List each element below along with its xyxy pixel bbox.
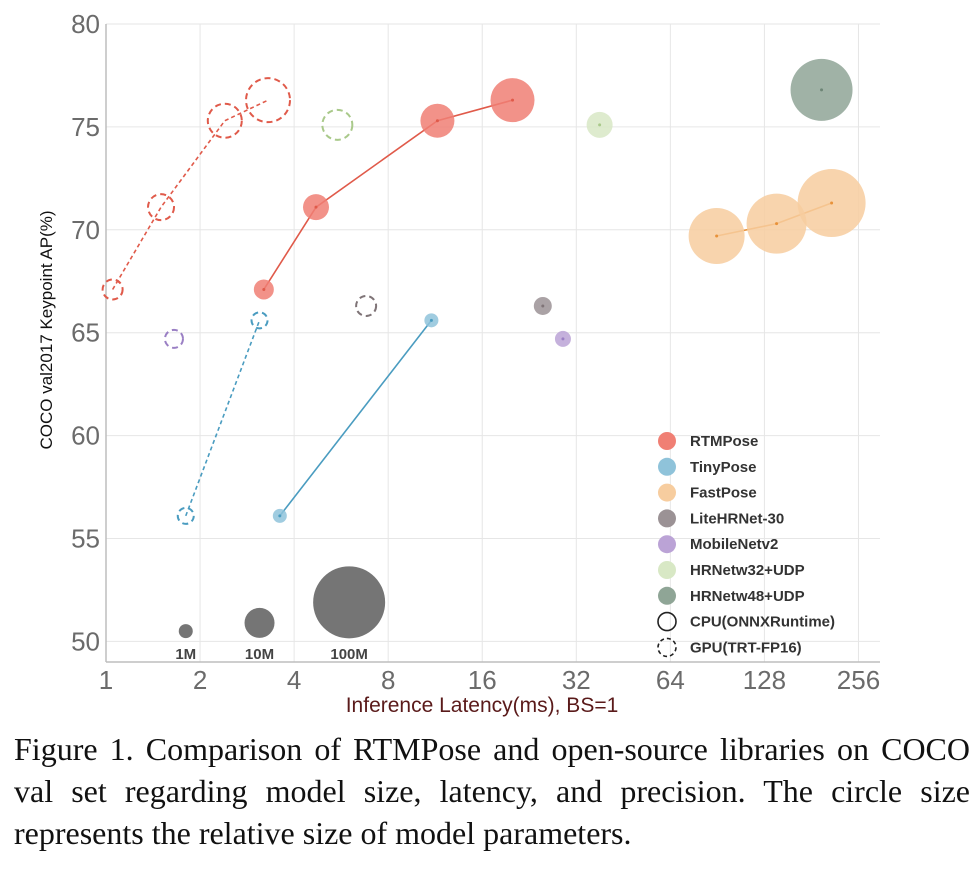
legend-marker (657, 637, 677, 658)
data-point-center (435, 119, 439, 123)
data-point-center (278, 514, 282, 518)
data-point-center (598, 123, 602, 127)
x-tick-label: 4 (287, 665, 301, 695)
y-tick-label: 50 (71, 626, 100, 656)
x-tick-label: 8 (381, 665, 395, 695)
series-line (111, 99, 269, 290)
x-tick-label: 1 (99, 665, 113, 695)
series-hrnetw48-udp-cpu (790, 58, 853, 121)
legend-label: HRNetw32+UDP (690, 562, 805, 579)
legend-marker (658, 586, 676, 605)
y-tick-labels: 50 55 60 65 70 75 80 (71, 9, 100, 656)
legend: RTMPose TinyPose FastPose LiteHRNet-30 Mobil… (657, 432, 835, 658)
series-mobilenetv2-cpu (554, 330, 571, 347)
figure-caption: Figure 1. Comparison of RTMPose and open… (14, 731, 970, 851)
series-mobilenetv2-gpu (163, 328, 184, 349)
data-point (101, 278, 124, 301)
data-point (245, 77, 292, 124)
legend-label: FastPose (690, 485, 757, 502)
size-reference-circle (178, 624, 193, 639)
x-tick-label: 2 (193, 665, 207, 695)
data-point-center (314, 205, 318, 209)
data-point (321, 108, 354, 141)
series-line (263, 99, 513, 290)
chart: 1 2 4 8 16 32 64 128 256 50 55 60 65 70 75 80 1M 10M 100… (37, 9, 880, 717)
series-tinypose-cpu (272, 313, 439, 523)
y-tick-label: 75 (71, 112, 100, 142)
series-rtmpose-cpu (253, 78, 535, 300)
size-reference-label: 10M (245, 646, 274, 663)
x-tick-label: 64 (656, 665, 685, 695)
x-tick-label: 128 (743, 665, 786, 695)
series-litehrnet-30-gpu (355, 294, 378, 317)
data-point (147, 193, 176, 222)
legend-marker (658, 457, 676, 476)
x-tick-label: 256 (837, 665, 880, 695)
data-point-center (775, 222, 779, 226)
data-point (250, 311, 269, 330)
y-tick-label: 55 (71, 524, 100, 554)
y-tick-label: 70 (71, 215, 100, 245)
size-reference-circle (313, 566, 386, 639)
x-axis-title: Inference Latency(ms), BS=1 (346, 694, 619, 717)
legend-label: RTMPose (690, 433, 758, 450)
series-hrnetw32-udp-cpu (586, 111, 613, 138)
legend-marker (658, 535, 676, 554)
series-litehrnet-30-cpu (533, 296, 552, 315)
size-reference-label: 1M (175, 646, 196, 663)
series-rtmpose-gpu (101, 77, 292, 301)
legend-marker (658, 432, 676, 450)
data-point-center (820, 88, 824, 92)
series-layer (101, 58, 866, 525)
y-tick-label: 60 (71, 421, 100, 451)
series-line (185, 320, 261, 517)
data-point-center (715, 234, 719, 238)
legend-label: HRNetw48+UDP (690, 588, 805, 605)
data-point (206, 102, 243, 139)
data-point-center (830, 201, 834, 205)
legend-label: MobileNetv2 (690, 536, 778, 553)
data-point (176, 506, 195, 525)
legend-label: TinyPose (690, 459, 756, 476)
series-line (279, 319, 433, 517)
legend-marker (657, 611, 677, 632)
legend-label: LiteHRNet-30 (690, 510, 784, 527)
y-axis-title: COCO val2017 Keypoint AP(%) (37, 210, 56, 449)
data-point-center (511, 98, 515, 102)
size-reference: 1M 10M 100M (175, 566, 386, 663)
data-point (163, 328, 184, 349)
x-tick-labels: 1 2 4 8 16 32 64 128 256 (99, 665, 880, 695)
legend-marker (658, 483, 676, 502)
data-point-center (561, 337, 565, 341)
data-point-center (541, 304, 545, 308)
legend-label: GPU(TRT-FP16) (690, 639, 802, 656)
data-point (355, 294, 378, 317)
series-hrnetw32-udp-gpu (321, 108, 354, 141)
size-reference-label: 100M (330, 646, 368, 663)
data-point-center (262, 287, 266, 291)
legend-marker (658, 509, 676, 528)
series-fastpose-cpu (688, 169, 866, 264)
legend-marker (658, 561, 676, 579)
data-point-center (429, 318, 433, 322)
y-tick-label: 65 (71, 318, 100, 348)
x-tick-label: 16 (468, 665, 497, 695)
x-tick-label: 32 (562, 665, 591, 695)
size-reference-circle (244, 607, 275, 638)
legend-label: CPU(ONNXRuntime) (690, 614, 835, 631)
axes (105, 24, 880, 663)
series-tinypose-gpu (176, 311, 269, 525)
y-tick-label: 80 (71, 9, 100, 39)
